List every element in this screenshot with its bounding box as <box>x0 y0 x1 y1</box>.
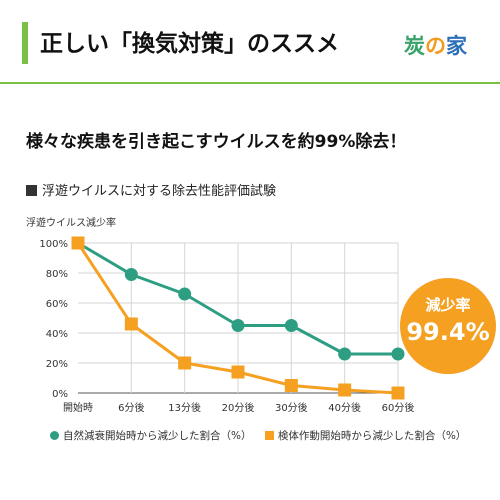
header-divider <box>0 82 500 84</box>
legend-square-icon <box>264 431 274 440</box>
data-point <box>284 379 298 392</box>
x-tick-label: 60分後 <box>382 401 415 414</box>
y-tick-label: 100% <box>39 239 68 250</box>
brand-logo-char: 炭 <box>404 33 425 58</box>
y-tick-label: 60% <box>46 299 68 310</box>
y-tick-label: 0% <box>52 389 68 400</box>
brand-logo-char: の <box>425 33 446 58</box>
legend-item: 検体作動開始時から減少した割合（%） <box>264 428 467 443</box>
header-accent-bar <box>22 22 28 64</box>
reduction-badge: 減少率 99.4% <box>400 278 496 374</box>
legend-label: 検体作動開始時から減少した割合（%） <box>277 430 467 442</box>
page-title: 正しい「換気対策」のススメ <box>40 31 339 57</box>
y-tick-label: 20% <box>46 359 68 370</box>
chart-title: 浮遊ウイルスに対する除去性能評価試験 <box>26 180 276 199</box>
badge-value: 99.4% <box>406 318 490 346</box>
data-point <box>391 347 405 361</box>
data-point <box>338 383 352 397</box>
badge-label: 減少率 <box>425 296 471 314</box>
data-point <box>71 236 85 250</box>
x-tick-label: 20分後 <box>222 401 255 414</box>
y-axis-label: 浮遊ウイルス減少率 <box>26 216 116 229</box>
data-point <box>178 356 192 370</box>
x-tick-label: 30分後 <box>275 401 308 414</box>
data-point <box>124 268 138 281</box>
brand-logo: 炭の家 <box>404 30 467 60</box>
legend-label: 自然減衰開始時から減少した割合（%） <box>63 430 252 442</box>
data-point <box>338 347 352 361</box>
square-bullet-icon <box>26 185 37 196</box>
y-tick-label: 40% <box>46 329 68 340</box>
chart-title-text: 浮遊ウイルスに対する除去性能評価試験 <box>42 184 277 199</box>
x-tick-label: 13分後 <box>168 401 201 414</box>
page-header: 正しい「換気対策」のススメ 炭の家 <box>0 0 500 82</box>
chart-legend: 自然減衰開始時から減少した割合（%） 検体作動開始時から減少した割合（%） <box>50 428 476 443</box>
y-tick-label: 80% <box>46 269 68 280</box>
line-chart: 浮遊ウイルス減少率 0% 20% 40% 60% 80% 100% 開始時 6分後 13分後 20分… <box>26 216 415 414</box>
data-point <box>231 365 245 379</box>
legend-item: 自然減衰開始時から減少した割合（%） <box>50 428 251 443</box>
x-tick-label: 開始時 <box>63 401 93 414</box>
brand-logo-char: 家 <box>446 33 467 58</box>
data-point <box>231 319 245 332</box>
x-tick-label: 40分後 <box>328 401 361 414</box>
data-point <box>284 319 298 332</box>
x-tick-label: 6分後 <box>118 401 144 414</box>
headline: 様々な疾患を引き起こすウイルスを約99%除去！ <box>26 132 407 152</box>
legend-circle-icon <box>50 431 59 440</box>
data-point <box>178 287 192 301</box>
data-point <box>391 386 405 400</box>
data-point <box>124 317 138 331</box>
